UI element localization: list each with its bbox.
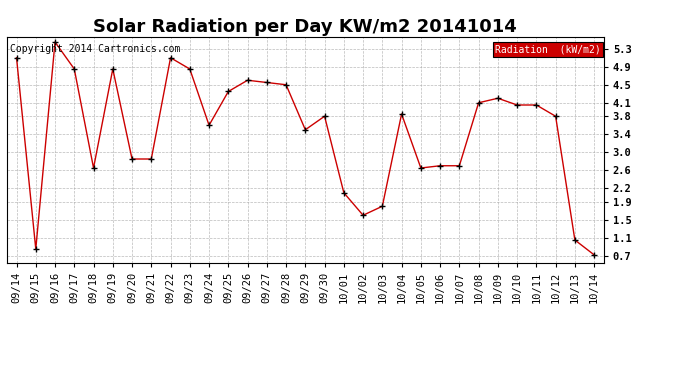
Text: Copyright 2014 Cartronics.com: Copyright 2014 Cartronics.com bbox=[10, 44, 180, 54]
Text: Radiation  (kW/m2): Radiation (kW/m2) bbox=[495, 44, 601, 54]
Title: Solar Radiation per Day KW/m2 20141014: Solar Radiation per Day KW/m2 20141014 bbox=[93, 18, 518, 36]
